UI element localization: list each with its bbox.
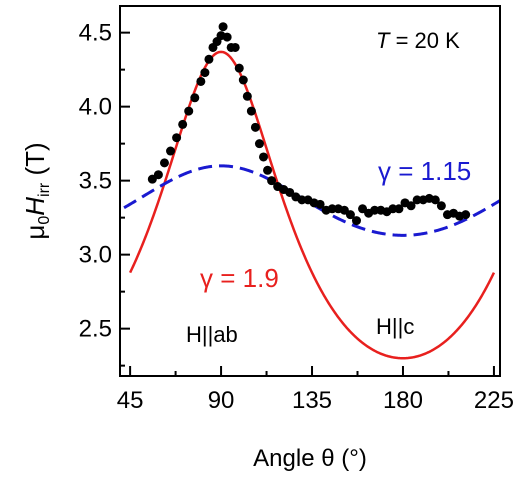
data-point [153,170,163,180]
data-point [238,75,248,85]
temperature-annotation: T = 20 K [376,28,460,53]
data-point [204,54,214,64]
data-point [436,201,446,211]
data-point [394,204,404,214]
tick-layer: 45 90 135 180 225 2.5 3.0 3.5 4.0 4.5 [79,20,514,414]
y-label-prefix-sub: 0 [36,216,53,225]
data-point [250,122,260,132]
data-point [315,199,325,209]
y-label-main-sub: irr [36,182,53,197]
blue-dashed-curve-gamma-1-15 [123,164,501,237]
data-point [218,22,228,32]
gamma-blue-annotation: γ = 1.15 [378,156,471,186]
y-tick-label: 2.5 [79,316,112,343]
x-tick-label: 45 [117,387,144,414]
data-point [166,146,176,156]
x-tick-label: 180 [383,387,423,414]
data-point [246,106,256,116]
h-parallel-ab-label: H||ab [186,322,238,347]
temperature-symbol: T [376,28,391,53]
y-tick-label: 4.0 [79,94,112,121]
y-label-main: H [20,197,50,216]
x-tick-label: 225 [474,387,514,414]
plot-frame [119,5,501,377]
h-parallel-c-label: H||c [376,314,414,339]
data-point [461,210,471,220]
data-point-layer [147,22,471,226]
data-point [190,93,200,103]
data-point [184,106,194,116]
data-point [259,152,269,162]
y-label-prefix: μ [20,225,50,240]
data-point [267,176,277,186]
y-axis-label: μ0Hirr (T) [20,142,53,239]
label-layer: Angle θ (°) μ0Hirr (T) T = 20 K γ = 1.9 … [20,28,471,472]
data-point [222,32,232,42]
x-axis-label: Angle θ (°) [253,445,367,472]
data-point [200,68,210,78]
axes-layer: 45 90 135 180 225 2.5 3.0 3.5 4.0 4.5 [79,5,514,414]
curve-layer [123,50,501,360]
data-point [230,42,240,52]
y-label-unit: (T) [20,142,50,182]
red-curve-gamma-1-9 [128,50,496,360]
data-point [234,63,244,73]
data-point [263,165,273,175]
x-tick-label: 135 [292,387,332,414]
x-tick-label: 90 [208,387,235,414]
y-tick-label: 3.0 [79,242,112,269]
data-point [345,210,355,220]
data-point [172,133,182,143]
data-point [178,119,188,129]
data-point [242,91,252,101]
data-point [430,195,440,205]
data-point [351,216,361,226]
y-tick-label: 4.5 [79,20,112,47]
data-point [159,158,169,168]
data-point [196,76,206,86]
temperature-value: = 20 K [389,28,460,53]
gamma-red-annotation: γ = 1.9 [200,263,279,293]
y-tick-label: 3.5 [79,168,112,195]
data-point [254,139,264,149]
data-point [406,201,416,211]
